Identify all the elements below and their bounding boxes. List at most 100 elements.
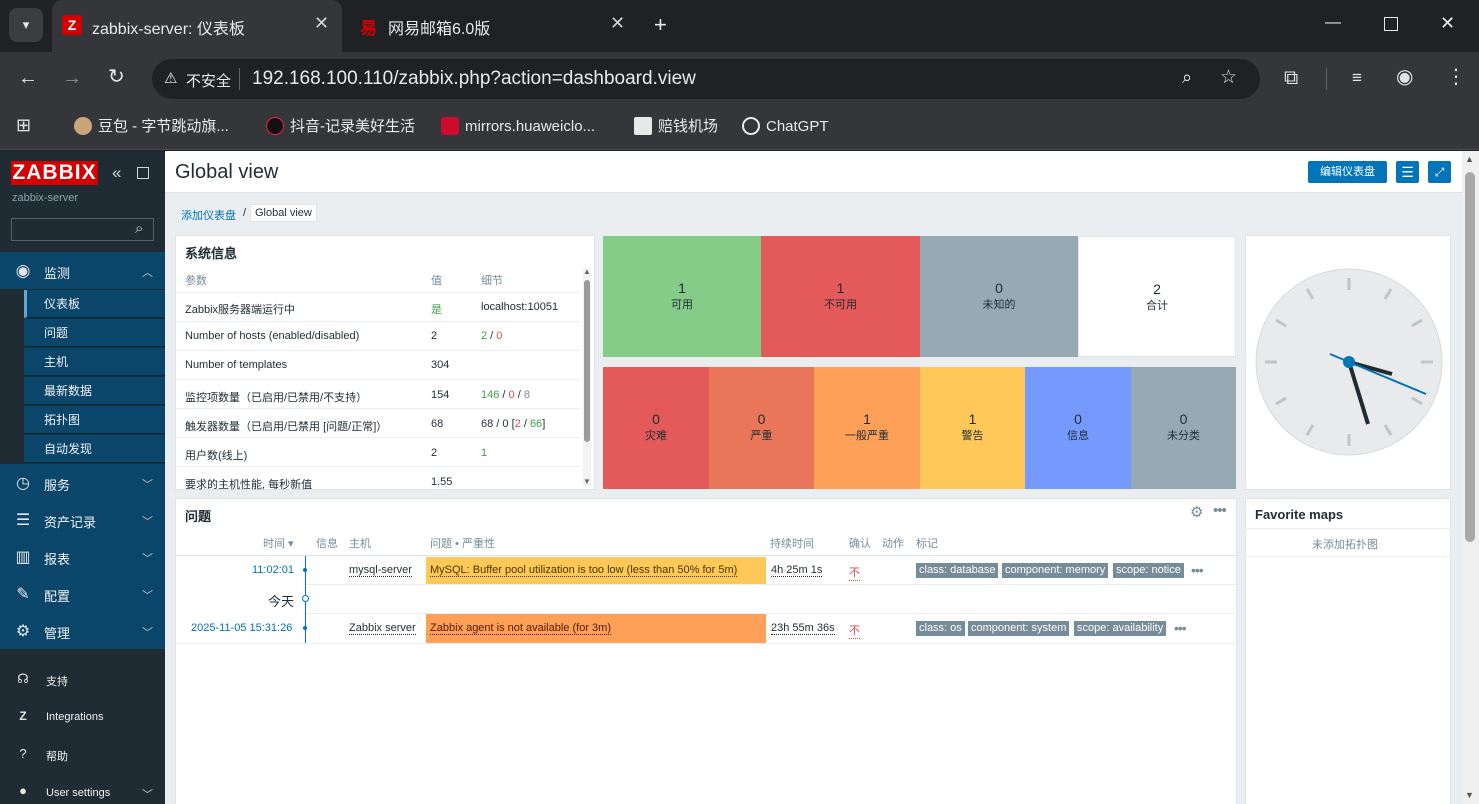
search-icon[interactable]: ⌕ [135,220,144,237]
tag[interactable]: component: system [968,621,1070,636]
sidebar-item-monitoring[interactable]: ◉ 监测 ︿ [0,252,165,289]
new-tab-icon[interactable]: + [654,12,667,37]
back-icon[interactable]: ← [18,67,38,89]
tab-mail[interactable]: 易 网易邮箱6.0版 ✕ [350,0,640,52]
tab-zabbix[interactable]: Z zabbix-server: 仪表板 ✕ [52,0,342,52]
sidebar-item-label: 报表 [44,552,71,567]
fullscreen-button[interactable]: ⤢ [1428,161,1451,183]
sidebar-item-integrations[interactable]: Z Integrations [0,706,165,730]
url-text[interactable]: 192.168.100.110/zabbix.php?action=dashbo… [252,68,696,89]
maximize-icon[interactable] [1384,17,1398,31]
edit-dashboard-button[interactable]: 编辑仪表盘 [1308,161,1387,183]
breadcrumb-add-dashboard[interactable]: 添加仪表盘 [181,210,236,222]
sidebar-subitem-hosts[interactable]: 主机 [24,348,165,376]
menu-icon[interactable]: ⋮ [1446,66,1466,88]
host-availability-available[interactable]: 1 可用 [603,236,761,357]
severity-information[interactable]: 0 信息 [1025,367,1131,489]
zabbix-logo[interactable]: ZABBIX [11,161,98,185]
col-header-time[interactable]: 时间 ▾ [263,538,294,550]
more-tags-icon[interactable]: ••• [1174,620,1187,636]
sidebar-subitem-dashboard[interactable]: 仪表板 [24,290,165,318]
tab-search-button[interactable]: ▾ [9,8,43,42]
tag[interactable]: scope: availability [1074,621,1167,636]
host-availability-unavailable[interactable]: 1 不可用 [761,236,920,357]
severity-not-classified[interactable]: 0 未分类 [1131,367,1236,489]
kiosk-icon[interactable] [137,167,149,179]
divider [176,350,580,351]
problem-ack[interactable]: 不 [849,622,860,639]
clock-widget [1245,235,1451,490]
reload-icon[interactable]: ↻ [108,66,125,88]
scroll-down-icon[interactable]: ▼ [1465,790,1474,800]
tag[interactable]: class: database [916,563,999,578]
sidebar-item-user-settings[interactable]: ● User settings ﹀ [0,781,165,804]
more-tags-icon[interactable]: ••• [1191,562,1204,578]
sidebar-item-inventory[interactable]: ☰ 资产记录 ﹀ [0,501,165,538]
severity-high[interactable]: 0 严重 [709,367,814,489]
sidebar-item-reports[interactable]: ▥ 报表 ﹀ [0,538,165,575]
sidebar-item-administration[interactable]: ⚙ 管理 ﹀ [0,612,165,649]
problem-host[interactable]: mysql-server [349,564,412,577]
severity-average[interactable]: 1 一般严重 [814,367,920,489]
sidebar-item-label: User settings [46,787,111,799]
problem-time[interactable]: 2025-11-05 15:31:26 [191,622,293,634]
collapse-sidebar-icon[interactable]: « [112,163,122,182]
sidebar-item-help[interactable]: ? 帮助 [0,743,165,767]
forward-icon[interactable]: → [62,67,82,89]
divider [176,466,580,467]
profile-icon[interactable]: ◉ [1396,66,1414,88]
tab-title: 网易邮箱6.0版 [388,21,491,38]
problem-duration[interactable]: 4h 25m 1s [771,564,823,577]
sidebar-item-configuration[interactable]: ✎ 配置 ﹀ [0,575,165,612]
close-window-icon[interactable]: ✕ [1440,13,1456,33]
sidebar-subitem-problems[interactable]: 问题 [24,319,165,347]
clock-face [1255,268,1443,456]
sysinfo-scrollbar-thumb[interactable] [584,280,590,442]
breadcrumb-current[interactable]: Global view [250,204,317,222]
sidebar-item-services[interactable]: ◷ 服务 ﹀ [0,464,165,501]
bookmark-star-icon[interactable]: ☆ [1220,67,1238,88]
bookmark-airport[interactable]: 赔钱机场 [634,116,718,138]
scroll-up-icon[interactable]: ▲ [583,267,591,276]
sidebar-search-input[interactable] [11,218,154,241]
tag[interactable]: class: os [916,621,965,636]
dashboard-menu-button[interactable]: ☰ [1396,161,1419,183]
toolbar-separator [1326,68,1327,90]
sidebar-subitem-maps[interactable]: 拓扑图 [24,406,165,434]
address-bar[interactable]: ⚠ 不安全 192.168.100.110/zabbix.php?action=… [152,59,1260,99]
host-availability-unknown[interactable]: 0 未知的 [920,236,1078,357]
severity-disaster[interactable]: 0 灾难 [603,367,709,489]
bookmark-douyin[interactable]: 抖音-记录美好生活 [266,116,415,138]
sysinfo-value: 1.55 [431,476,453,488]
problem-name[interactable]: MySQL: Buffer pool utilization is too lo… [430,564,738,577]
widget-settings-icon[interactable]: ⚙ [1190,504,1204,521]
apps-grid-icon[interactable]: ⊞ [16,115,32,135]
media-icon[interactable]: ≡ [1352,68,1362,87]
problem-time[interactable]: 11:02:01 [252,564,295,576]
severity-warning[interactable]: 1 警告 [920,367,1025,489]
minimize-icon[interactable]: — [1325,14,1341,31]
bookmark-chatgpt[interactable]: ChatGPT [742,116,829,138]
scroll-down-icon[interactable]: ▼ [583,477,591,486]
host-availability-total[interactable]: 2 合计 [1078,236,1236,357]
close-tab-icon[interactable]: ✕ [610,13,626,33]
extensions-icon[interactable]: ⧉ [1284,67,1299,89]
page-scrollbar-thumb[interactable] [1465,172,1475,542]
scroll-up-icon[interactable]: ▲ [1465,154,1474,164]
sidebar-subitem-latest-data[interactable]: 最新数据 [24,377,165,405]
problem-host[interactable]: Zabbix server [349,622,416,635]
problem-name[interactable]: Zabbix agent is not available (for 3m) [430,622,611,635]
security-label[interactable]: 不安全 [186,73,232,90]
sysinfo-detail: 68 / 0 [2 / 66] [481,418,546,430]
problem-duration[interactable]: 23h 55m 36s [771,622,835,635]
zoom-icon[interactable]: ⌕ [1182,67,1193,87]
widget-more-icon[interactable]: ••• [1213,502,1227,519]
sidebar-subitem-discovery[interactable]: 自动发现 [24,435,165,463]
bookmark-doubao[interactable]: 豆包 - 字节跳动旗... [74,116,229,138]
bookmark-huawei[interactable]: mirrors.huaweiclo... [441,116,595,138]
close-tab-icon[interactable]: ✕ [314,13,330,33]
sidebar-item-support[interactable]: ☊ 支持 [0,668,165,692]
problem-ack[interactable]: 不 [849,564,860,581]
tag[interactable]: scope: notice [1113,563,1184,578]
tag[interactable]: component: memory [1002,563,1109,578]
